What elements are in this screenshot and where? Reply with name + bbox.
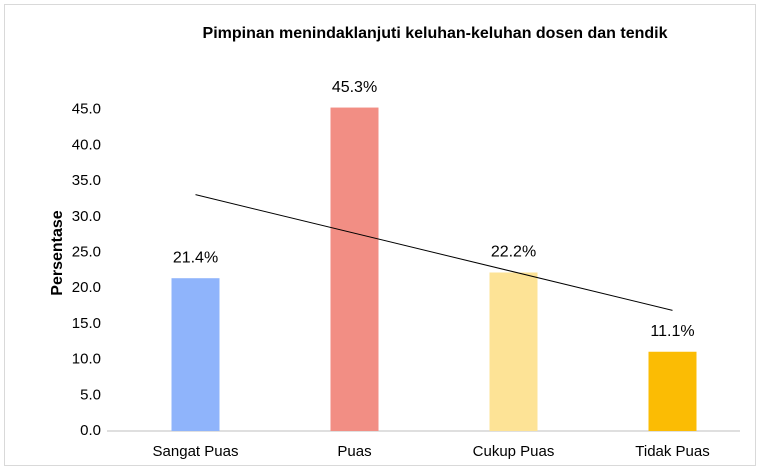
value-label: 45.3% [332, 79, 377, 96]
y-tick-label: 35.0 [72, 172, 101, 189]
chart-title: Pimpinan menindaklanjuti keluhan-keluhan… [203, 25, 668, 42]
y-tick-label: 0.0 [80, 422, 101, 439]
y-tick-label: 25.0 [72, 243, 101, 260]
x-tick-label: Sangat Puas [153, 443, 239, 460]
bar [648, 351, 697, 431]
chart-border [4, 4, 756, 466]
bar [171, 278, 220, 431]
y-axis-label: Persentase [49, 210, 66, 295]
y-tick-label: 10.0 [72, 351, 101, 368]
y-tick-label: 20.0 [72, 279, 101, 296]
y-tick-label: 30.0 [72, 208, 101, 225]
trendline [195, 194, 673, 311]
value-label: 11.1% [650, 323, 694, 340]
x-tick-label: Puas [337, 443, 371, 460]
y-tick-label: 45.0 [72, 101, 101, 118]
x-tick-label: Cukup Puas [473, 443, 555, 460]
y-tick-label: 5.0 [80, 386, 101, 403]
value-label: 22.2% [491, 244, 536, 261]
x-tick-label: Tidak Puas [635, 443, 709, 460]
y-tick-label: 15.0 [72, 315, 101, 332]
bar [330, 107, 379, 432]
value-label: 21.4% [173, 249, 218, 266]
bar [489, 272, 538, 431]
y-tick-label: 40.0 [72, 136, 101, 153]
